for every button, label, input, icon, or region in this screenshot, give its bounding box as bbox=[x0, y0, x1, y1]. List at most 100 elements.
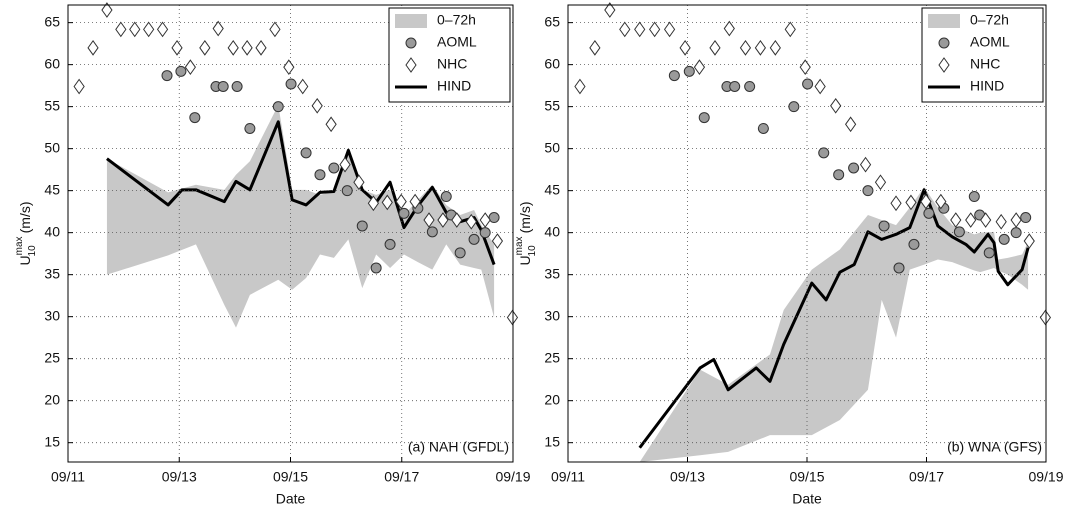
y-tick-label: 35 bbox=[544, 265, 560, 281]
aoml-point bbox=[757, 122, 769, 134]
x-tick-label: 09/19 bbox=[1028, 469, 1063, 485]
y-label-base: U bbox=[17, 255, 33, 265]
nhc-point bbox=[830, 97, 842, 114]
y-label-sup: max bbox=[514, 236, 525, 255]
y-label-unit: (m/s) bbox=[17, 201, 33, 233]
legend-label: HIND bbox=[970, 78, 1004, 94]
nhc-point bbox=[920, 193, 932, 210]
nhc-point bbox=[465, 213, 477, 230]
y-tick-label: 25 bbox=[44, 349, 60, 365]
nhc-point bbox=[935, 193, 947, 210]
nhc-point bbox=[980, 212, 992, 228]
y-label-base: U bbox=[517, 255, 533, 265]
x-tick-label: 09/13 bbox=[162, 469, 197, 485]
annotation: (a) NAH (GFDL) bbox=[408, 439, 509, 455]
nhc-point bbox=[156, 21, 169, 38]
legend-marker bbox=[405, 37, 417, 49]
band bbox=[639, 187, 1029, 462]
plot-area bbox=[106, 104, 496, 328]
aoml-point bbox=[426, 226, 438, 238]
aoml-point bbox=[893, 262, 905, 274]
nhc-point bbox=[283, 59, 295, 76]
nhc-point bbox=[255, 39, 267, 56]
nhc-point bbox=[589, 39, 601, 56]
plot-area bbox=[638, 187, 1030, 462]
nhc-point bbox=[73, 78, 85, 95]
aoml-point bbox=[454, 247, 466, 259]
aoml-point bbox=[244, 122, 256, 134]
y-tick-label: 15 bbox=[44, 433, 60, 449]
aoml-point bbox=[833, 169, 845, 181]
nhc-point bbox=[723, 20, 735, 37]
aoml-point bbox=[285, 78, 297, 90]
aoml-point bbox=[744, 80, 756, 92]
nhc-point bbox=[395, 193, 407, 210]
nhc-point bbox=[1039, 309, 1052, 326]
legend-label: AOML bbox=[970, 34, 1010, 50]
aoml-point bbox=[328, 162, 340, 174]
y-tick-label: 55 bbox=[44, 97, 60, 113]
nhc-point bbox=[409, 193, 421, 210]
aoml-point bbox=[1020, 212, 1032, 224]
band bbox=[106, 104, 495, 328]
nhc-point bbox=[784, 21, 796, 38]
nhc-point bbox=[874, 174, 887, 191]
aoml-point bbox=[479, 227, 491, 239]
nhc-point bbox=[423, 212, 435, 228]
nhc-point bbox=[241, 39, 253, 56]
nhc-point bbox=[709, 39, 721, 56]
nhc-point bbox=[950, 212, 962, 228]
aoml-point bbox=[189, 112, 201, 124]
nhc-point bbox=[339, 156, 351, 173]
y-tick-label: 25 bbox=[544, 349, 560, 365]
y-tick-label: 40 bbox=[544, 223, 560, 239]
nhc-point bbox=[115, 21, 127, 38]
y-label-unit: (m/s) bbox=[517, 201, 533, 233]
nhc-point bbox=[890, 195, 902, 212]
y-tick-label: 45 bbox=[544, 181, 560, 197]
nhc-point bbox=[995, 213, 1007, 230]
nhc-point bbox=[693, 59, 706, 76]
y-tick-label: 20 bbox=[544, 391, 560, 407]
nhc-point bbox=[451, 212, 463, 228]
nhc-point bbox=[143, 21, 155, 38]
nhc-point bbox=[367, 195, 379, 212]
aoml-point bbox=[908, 238, 920, 250]
nhc-point bbox=[437, 212, 449, 228]
y-tick-label: 60 bbox=[544, 55, 560, 71]
y-tick-label: 15 bbox=[544, 433, 560, 449]
nhc-point bbox=[353, 174, 365, 191]
legend-swatch bbox=[928, 14, 960, 28]
annotation: (b) WNA (GFS) bbox=[947, 439, 1042, 455]
aoml-point bbox=[802, 78, 814, 90]
legend-marker bbox=[938, 37, 950, 49]
aoml-point bbox=[998, 233, 1010, 245]
y-tick-label: 65 bbox=[544, 13, 560, 29]
aoml-point bbox=[314, 169, 326, 181]
aoml-point bbox=[788, 101, 800, 113]
aoml-point bbox=[341, 185, 353, 197]
aoml-point bbox=[300, 147, 312, 159]
x-tick-label: 09/11 bbox=[551, 469, 585, 485]
nhc-point bbox=[604, 2, 616, 18]
aoml-point bbox=[1010, 227, 1022, 239]
nhc-point bbox=[129, 21, 141, 38]
x-tick-label: 09/13 bbox=[670, 469, 705, 485]
x-tick-label: 09/17 bbox=[909, 469, 944, 485]
nhc-point bbox=[479, 212, 491, 228]
legend-marker bbox=[405, 57, 417, 73]
aoml-point bbox=[370, 262, 382, 274]
legend-label: 0–72h bbox=[437, 12, 476, 28]
nhc-point bbox=[859, 156, 872, 173]
nhc-point bbox=[311, 97, 323, 114]
aoml-point bbox=[217, 80, 229, 92]
aoml-point bbox=[848, 162, 860, 174]
aoml-point bbox=[468, 233, 480, 245]
legend-label: AOML bbox=[437, 34, 477, 50]
aoml-point bbox=[923, 207, 935, 219]
nhc-point bbox=[754, 39, 767, 56]
y-tick-label: 55 bbox=[544, 97, 560, 113]
aoml-point bbox=[356, 220, 368, 232]
y-tick-label: 30 bbox=[44, 307, 60, 323]
